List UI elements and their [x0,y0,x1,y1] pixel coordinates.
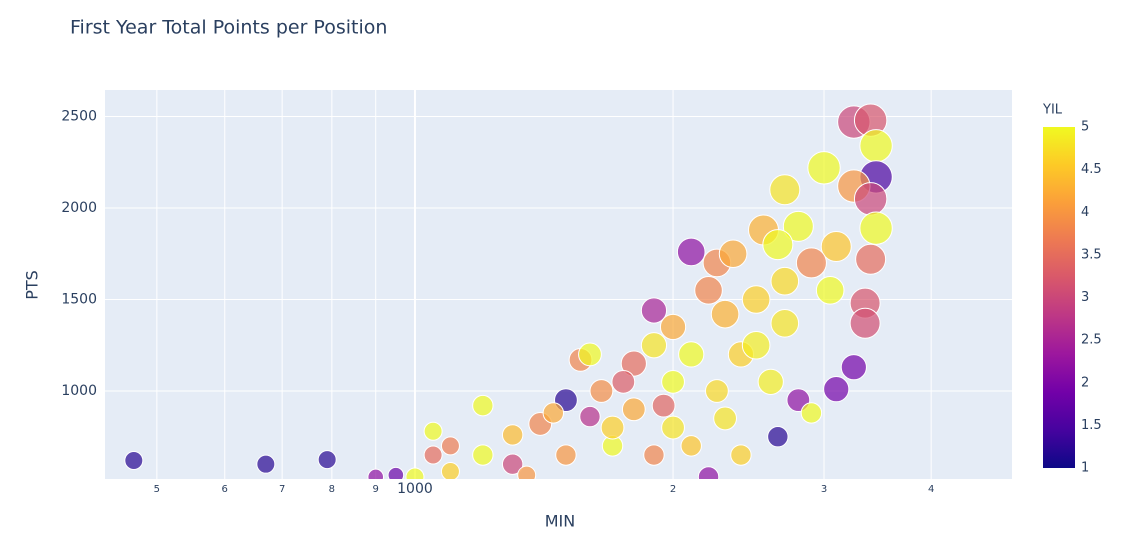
bubble [651,393,676,418]
colorbar-tick-label: 3 [1081,290,1089,305]
bubble [807,151,841,185]
bubble [769,174,801,206]
x-tick-label: 2 [670,484,676,495]
bubble [680,435,702,457]
bubble [661,415,685,440]
x-tick-label: 1000 [397,481,433,497]
x-tick-label: 3 [821,484,827,495]
bubble [853,182,888,216]
bubble [770,308,800,338]
bubble [757,368,784,395]
bubble [795,247,827,279]
bubble [782,210,814,242]
bubble [501,453,524,475]
x-tick-label: 8 [329,484,335,495]
chart-title: First Year Total Points per Position [70,17,387,39]
bubble [124,451,144,471]
bubble [741,330,771,360]
bubble [694,276,723,305]
bubble [741,285,771,314]
y-tick-label: 1500 [61,292,97,308]
colorbar-tick-label: 4 [1081,205,1089,220]
bubble [367,468,385,479]
bubble [423,421,443,441]
bubble [589,379,614,403]
x-tick-label: 5 [154,484,160,495]
colorbar-tick-label: 1.5 [1081,418,1102,433]
y-tick-label: 2000 [61,200,97,216]
y-tick-label: 1000 [61,383,97,399]
bubble [440,462,460,479]
colorbar-tick-label: 5 [1081,120,1089,135]
colorbar-tick-label: 2 [1081,375,1089,390]
y-tick-label: 2500 [61,109,97,125]
bubble [578,342,602,367]
bubble [859,129,893,163]
colorbar-title: YIL [1042,103,1063,118]
bubble [820,230,852,262]
bubble [855,243,887,275]
colorbar [1043,127,1075,468]
bubble [387,466,405,479]
bubble [620,350,647,377]
colorbar-tick-label: 2.5 [1081,333,1102,348]
bubble [823,376,850,403]
bubble [423,445,443,465]
colorbar-tick-label: 4.5 [1081,162,1102,177]
bubble [730,444,752,466]
bubble [697,466,720,479]
bubble [713,406,737,431]
bubble [542,402,565,424]
y-axis-title: PTS [23,270,42,300]
bubble [405,467,425,479]
bubble [676,237,706,267]
bubble [705,379,729,403]
bubble [640,297,668,324]
bubble [840,354,867,381]
bubble [710,299,740,329]
bubble [800,402,823,424]
bubble [600,415,625,440]
bubble [770,266,800,296]
bubble [643,444,665,466]
bubble [472,444,494,466]
bubble [317,450,337,470]
bubble [849,307,881,339]
bubble [718,239,748,269]
bubble [678,341,705,368]
bubble [767,426,789,448]
bubble [640,332,668,359]
bubble [621,397,646,422]
colorbar-tick-label: 3.5 [1081,247,1102,262]
x-tick-label: 7 [279,484,285,495]
bubble [611,369,636,394]
x-tick-label: 6 [222,484,228,495]
bubble [661,369,685,394]
bubble [815,276,845,305]
x-tick-label: 9 [373,484,379,495]
bubble [659,313,687,341]
bubble [762,229,794,261]
bubble [859,211,893,245]
bubble [555,444,577,466]
bubble [517,465,537,479]
colorbar-tick-label: 1 [1081,461,1089,476]
bubble [579,405,601,428]
x-tick-label: 4 [928,484,934,495]
bubble [256,454,276,474]
x-axis-title: MIN [545,512,576,531]
bubble [501,424,524,446]
bubble [472,394,494,417]
bubble [440,436,460,456]
